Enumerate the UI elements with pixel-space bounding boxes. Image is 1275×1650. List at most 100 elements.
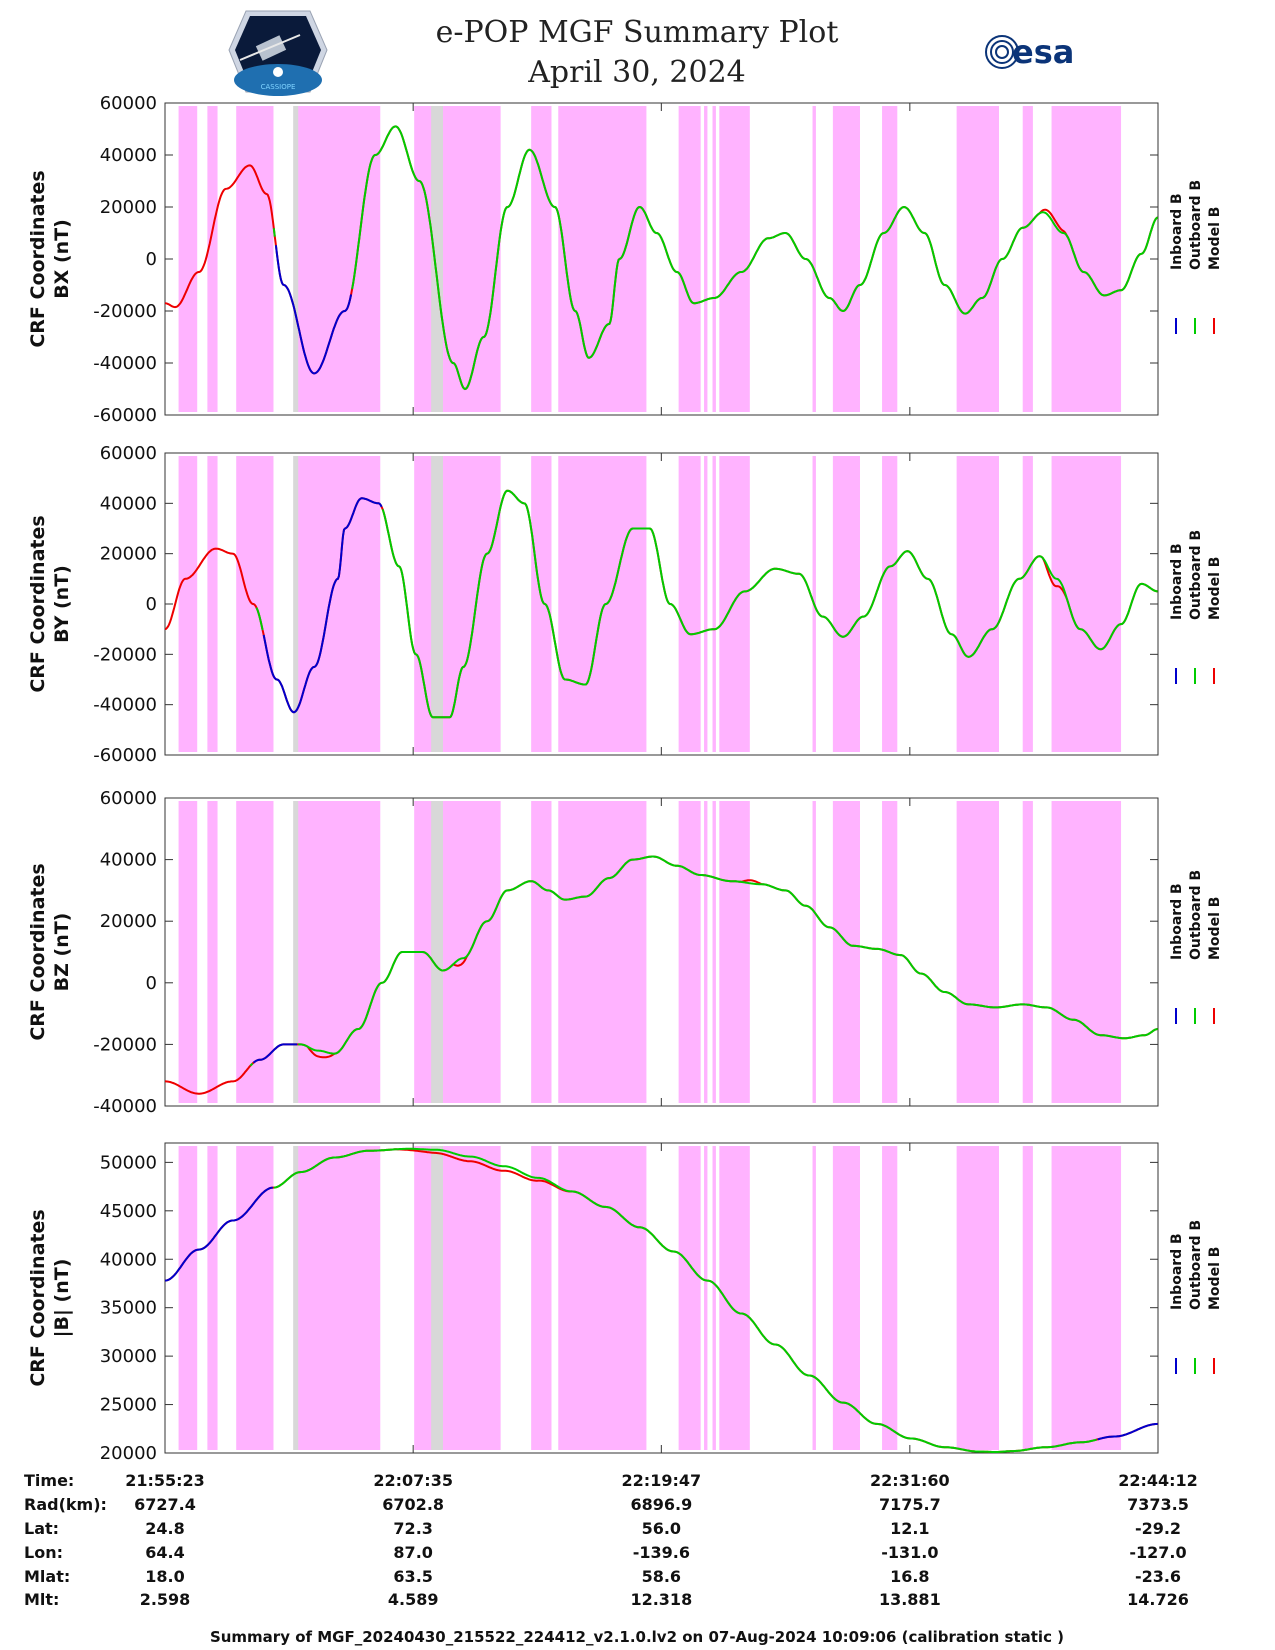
y-axis-label: CRF Coordinates BZ (nT) [27,863,73,1040]
legend-label: Outboard B [1188,1220,1204,1310]
shading-band [207,801,218,1103]
orbit-value: 18.0 [145,1567,184,1586]
outboard-b-series [298,855,1158,1055]
shading-band [1022,456,1033,752]
shading-band [531,801,552,1103]
orbit-value: -23.6 [1135,1567,1181,1586]
gray-band [431,106,443,412]
y-tick-label: 0 [146,973,157,994]
shading-band [558,106,647,412]
shading-band [1051,456,1122,752]
orbit-value: 63.5 [393,1567,432,1586]
shading-band [956,106,999,412]
shading-band [1022,801,1033,1103]
orbit-value: 58.6 [642,1567,681,1586]
shading-band [558,801,647,1103]
y-tick-label: 45000 [100,1201,157,1222]
legend-label: Outboard B [1188,180,1204,270]
orbit-value: 7373.5 [1127,1495,1189,1514]
shading-band [704,1146,708,1450]
esa-logo: esa [985,33,1074,71]
series-group [165,489,1158,719]
inboard-b-series [165,1186,273,1282]
orbit-row-label: Mlt: [24,1590,59,1609]
series-group [165,855,1158,1095]
gray-band [431,1146,443,1450]
orbit-row-label: Rad(km): [24,1495,107,1514]
orbit-value: 72.3 [393,1519,432,1538]
shading-band [236,106,274,412]
orbit-row-label: Time: [24,1471,74,1490]
y-tick-label: 0 [146,249,157,270]
y-tick-label: 20000 [100,911,157,932]
panels-container: -60000 -40000 -20000 0 20000 40000 60000 CRF Co… [27,93,1223,1464]
outboard-b-series [249,1062,254,1067]
y-tick-label: -20000 [93,644,157,665]
orbit-value: 64.4 [145,1543,184,1562]
gray-band [293,106,299,412]
orbit-value: 6727.4 [134,1495,196,1514]
orbit-value: 24.8 [145,1519,184,1538]
outboard-b-series [351,125,1158,391]
orbit-value: 21:55:23 [125,1471,205,1490]
shading-band [293,106,381,412]
shading-band [678,801,701,1103]
shading-band [178,1146,198,1450]
orbit-value: -131.0 [881,1543,938,1562]
panel-1: -60000 -40000 -20000 0 20000 40000 60000 CRF Co… [27,93,1223,426]
y-tick-label: -20000 [93,301,157,322]
y-axis-label: CRF Coordinates BX (nT) [27,170,73,347]
shading-band [1051,1146,1122,1450]
panel-2: -60000 -40000 -20000 0 20000 40000 60000 CRF Co… [27,443,1223,766]
orbit-value: -127.0 [1129,1543,1186,1562]
legend-label: Model B [1207,557,1223,620]
shading-band [293,801,381,1103]
orbit-value: 22:44:12 [1118,1471,1198,1490]
y-tick-label: -40000 [93,1096,157,1117]
shading-band [178,456,198,752]
outboard-b-series [273,1147,1097,1453]
gray-band [293,801,299,1103]
shading-band [812,106,816,412]
shading-band [531,106,552,412]
y-tick-label: 20000 [100,197,157,218]
orbit-row-label: Lon: [24,1543,63,1562]
y-tick-label: -40000 [93,695,157,716]
y-axis-label: CRF Coordinates |B| (nT) [27,1209,73,1386]
shading-band [712,801,716,1103]
shading-band [712,106,716,412]
inboard-b-series [252,1043,298,1064]
shading-band [414,1146,501,1450]
shading-band [712,1146,716,1450]
y-axis-label: CRF Coordinates BY (nT) [27,515,73,692]
shading-band [558,1146,647,1450]
shading-band [832,106,860,412]
plot-date: April 30, 2024 [527,55,746,90]
gray-band [293,1146,299,1450]
orbit-value: 22:31:60 [870,1471,950,1490]
legend-label: Model B [1207,207,1223,270]
shading-band [236,1146,274,1450]
legend: Inboard B Outboard B Model B [1169,530,1223,684]
gray-band [431,456,443,752]
orbit-value: -29.2 [1135,1519,1181,1538]
legend: Inboard B Outboard B Model B [1169,1220,1223,1374]
legend-label: Inboard B [1169,883,1185,960]
shading-band [704,456,708,752]
y-tick-label: 40000 [100,1249,157,1270]
orbit-value: 2.598 [140,1590,191,1609]
cassiope-mission-logo: CASSIOPE [228,10,328,96]
y-tick-label: 30000 [100,1346,157,1367]
shading-band [207,456,218,752]
inboard-b-series [262,497,383,714]
panel-4: 20000 25000 30000 35000 40000 45000 50000 CRF C… [27,1142,1223,1464]
shading-band [414,456,501,752]
shading-band [832,456,860,752]
y-tick-label: 60000 [100,443,157,464]
shading-band [178,801,198,1103]
shading-band [712,456,716,752]
legend: Inboard B Outboard B Model B [1169,870,1223,1024]
y-tick-label: 40000 [100,493,157,514]
shading-band [414,801,501,1103]
